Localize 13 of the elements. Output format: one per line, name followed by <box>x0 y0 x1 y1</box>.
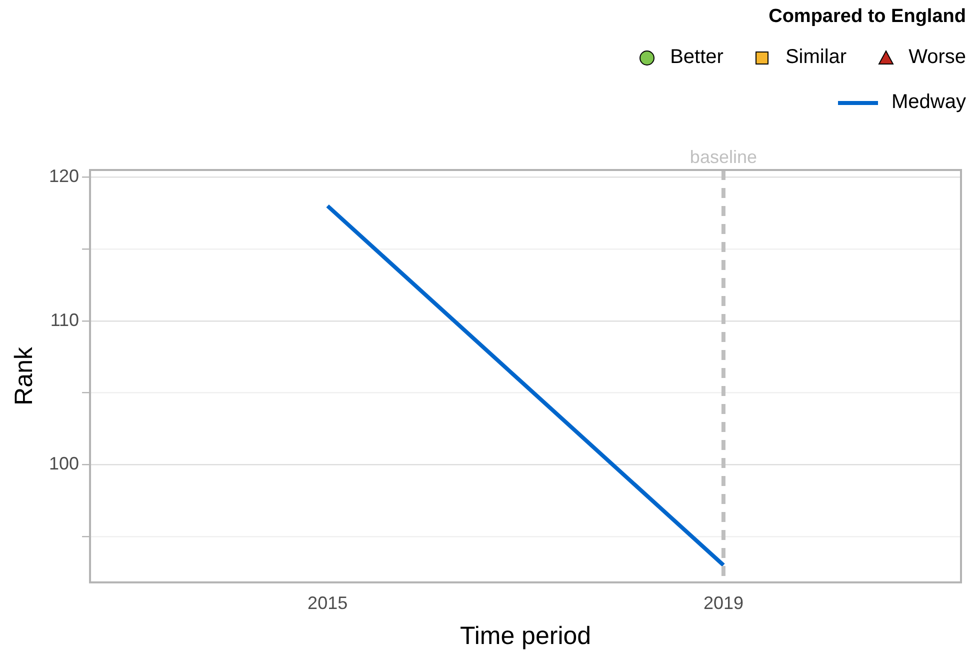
ref-line-label: baseline <box>690 146 757 167</box>
y-axis-title: Rank <box>10 346 38 406</box>
x-tick-label: 2019 <box>703 593 744 614</box>
legend-label: Better <box>670 46 724 69</box>
x-axis-title: Time period <box>460 622 592 650</box>
legend-label: Similar <box>785 46 847 69</box>
y-tick-label: 120 <box>48 166 80 186</box>
legend-label: Medway <box>892 91 966 114</box>
x-tick-label: 2015 <box>308 593 348 614</box>
legend-label: Worse <box>908 46 966 69</box>
legend-title: Compared to England <box>768 6 966 28</box>
y-tick-label: 100 <box>48 454 80 474</box>
y-tick-label: 110 <box>50 310 80 330</box>
